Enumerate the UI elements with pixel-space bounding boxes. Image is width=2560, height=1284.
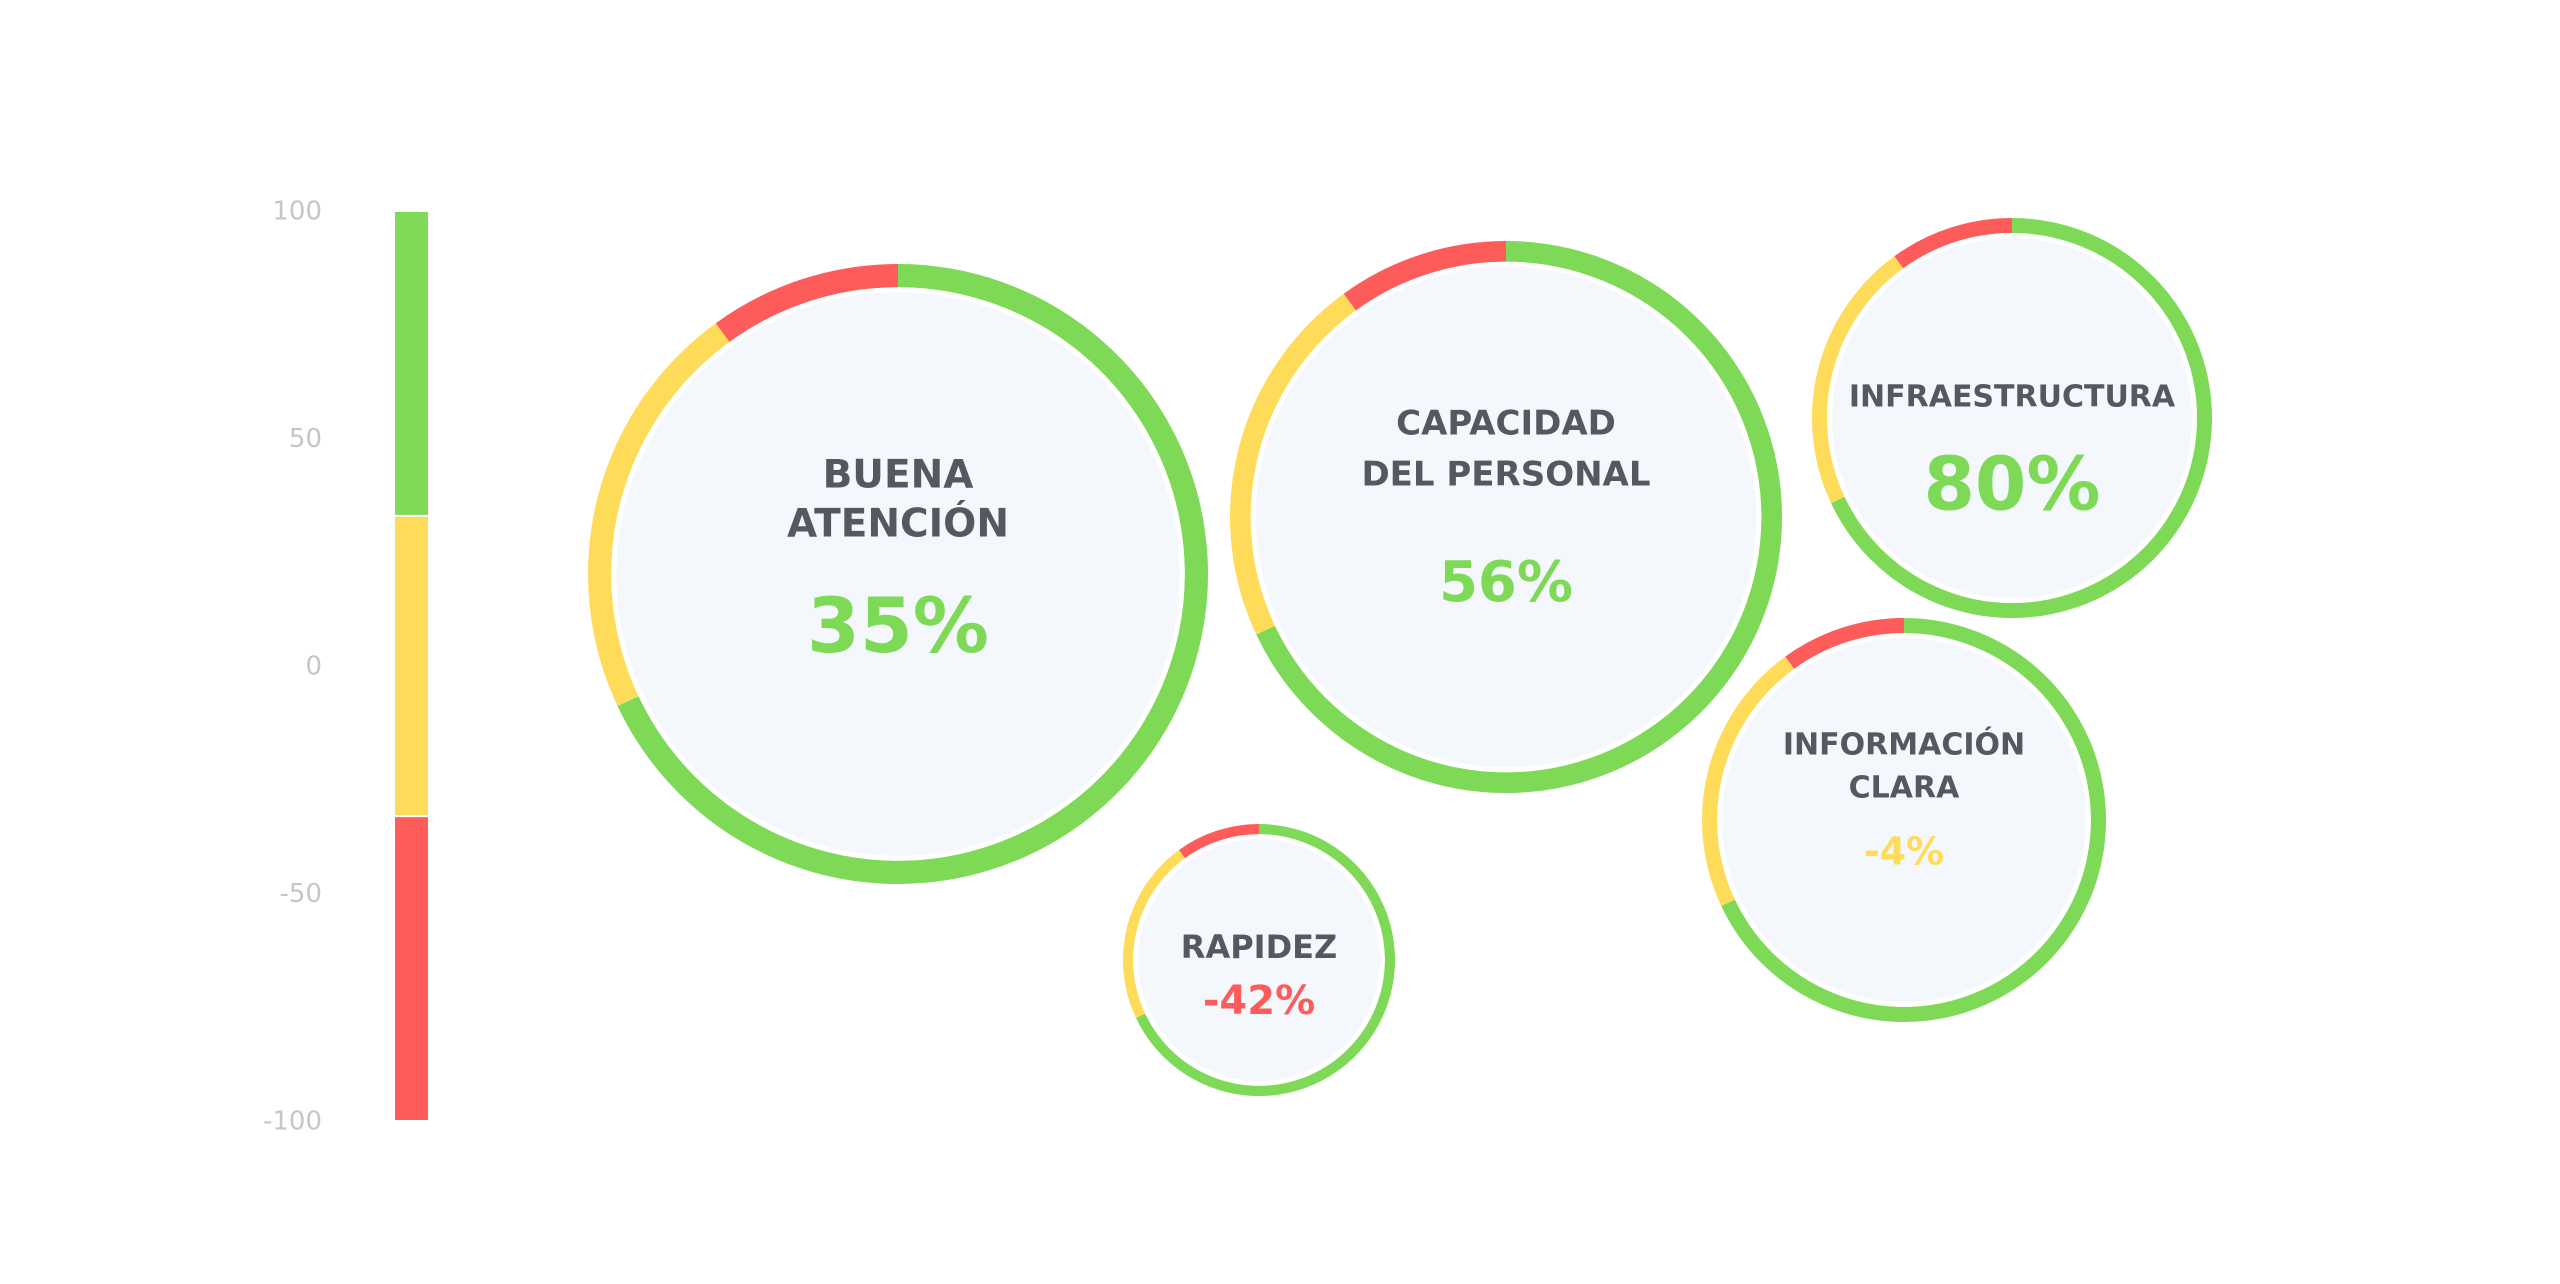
bubble-value: 80% — [1923, 442, 2100, 528]
scale-band — [395, 516, 428, 816]
bubble-fill — [616, 292, 1180, 856]
ring-segment — [1135, 824, 1395, 1096]
bubble-title: INFORMACIÓN — [1783, 726, 2025, 763]
bubble-title: DEL PERSONAL — [1361, 455, 1650, 495]
bubble-title: INFRAESTRUCTURA — [1849, 380, 2176, 415]
ring-segment — [715, 264, 899, 343]
bubble-title: CLARA — [1849, 771, 1960, 806]
bubble-fill — [1255, 266, 1757, 768]
bubble-title: BUENA — [823, 453, 974, 498]
ring-segment — [1721, 618, 2106, 1022]
bubble-value: -4% — [1864, 830, 1944, 874]
bubble: INFORMACIÓN CLARA -4% — [1702, 618, 2106, 1022]
ring-segment — [1702, 656, 1795, 907]
ring-segment — [1343, 241, 1507, 311]
ring-segment — [1894, 218, 2013, 269]
ring-segment — [617, 264, 1208, 884]
bubble: RAPIDEZ -42% — [1123, 824, 1395, 1096]
bubble-value: -42% — [1203, 978, 1315, 1024]
bubble-title: ATENCIÓN — [787, 500, 1009, 547]
bubble-fill — [1832, 238, 2192, 598]
ring-segment — [588, 323, 730, 706]
bubble-value: 35% — [807, 581, 989, 670]
bubble-value: 56% — [1439, 550, 1573, 615]
ring-segment — [1785, 618, 1905, 669]
bubble: INFRAESTRUCTURA 80% — [1812, 218, 2212, 618]
ring-segment — [1831, 218, 2212, 618]
bubble-fill — [1138, 839, 1380, 1081]
ring-segment — [1230, 293, 1356, 635]
y-tick-label: 0 — [305, 652, 322, 682]
y-tick-label: -50 — [280, 879, 322, 909]
bubble-title: CAPACIDAD — [1396, 404, 1616, 444]
bubble-title: RAPIDEZ — [1181, 928, 1337, 966]
y-tick-label: 50 — [289, 424, 322, 454]
ring-segment — [1123, 849, 1186, 1018]
scale-band — [395, 212, 428, 515]
ring-segment — [1812, 256, 1904, 504]
scale-band — [395, 817, 428, 1120]
ring-segment — [1256, 241, 1782, 793]
y-tick-label: 100 — [272, 197, 322, 227]
y-tick-label: -100 — [263, 1107, 322, 1137]
bubble: CAPACIDAD DEL PERSONAL 56% — [1230, 241, 1782, 793]
bubble-fill — [1722, 638, 2086, 1002]
ring-segment — [1179, 824, 1260, 859]
